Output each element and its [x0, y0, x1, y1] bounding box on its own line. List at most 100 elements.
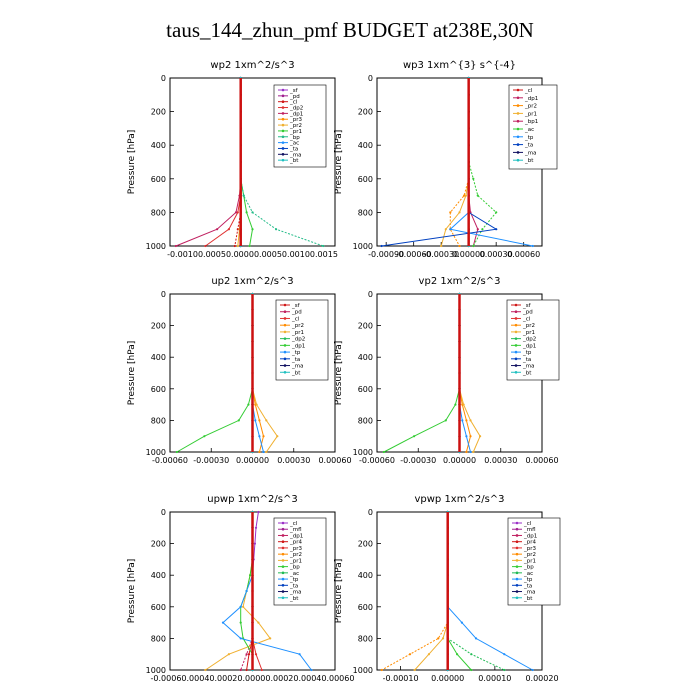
legend-marker — [281, 135, 285, 139]
legend-entry: _sf — [291, 303, 301, 309]
panel-1: wp3 1xm^{3} s^{-4} Pressure [hPa] 0 200 400 6… — [334, 60, 558, 259]
legend-entry: _cl — [523, 521, 532, 527]
legend-marker — [516, 158, 520, 162]
y-tick-label: 200 — [358, 322, 373, 331]
x-tick-label: 0.00000 — [236, 456, 269, 465]
legend-entry: _pr3 — [289, 117, 303, 123]
legend-entry: _bt — [291, 370, 301, 376]
legend-marker — [514, 344, 518, 347]
series-point — [458, 244, 461, 248]
y-tick-label: 800 — [358, 416, 373, 425]
series-point — [245, 211, 248, 214]
legend-marker — [516, 151, 520, 154]
legend-marker — [515, 559, 519, 562]
series-point — [257, 510, 260, 514]
y-tick-label: 1000 — [146, 448, 166, 457]
series-line-pr2 — [381, 512, 449, 671]
y-tick-label: 600 — [358, 175, 373, 184]
series-point — [413, 435, 416, 438]
legend-entry: _cl — [291, 316, 300, 322]
series-point — [276, 435, 279, 438]
series-point — [254, 419, 257, 422]
x-tick-label: -0.00030 — [193, 456, 229, 465]
series-point — [440, 244, 443, 248]
series-point — [247, 653, 251, 656]
legend-marker — [281, 552, 285, 556]
series-point — [253, 542, 256, 545]
legend-entry: _ta — [289, 583, 298, 589]
series-point — [449, 211, 452, 214]
series-point — [242, 605, 245, 608]
series-point — [251, 211, 254, 214]
x-tick-label: 0.00030 — [480, 250, 513, 259]
legend-entry: _bt — [289, 158, 299, 164]
legend-entry: _ta — [524, 143, 533, 149]
series-point — [474, 637, 478, 640]
legend-entry: _pr2 — [291, 323, 304, 329]
series-line-dp1 — [383, 294, 460, 453]
series-point — [203, 435, 206, 438]
legend-marker — [283, 344, 287, 347]
y-tick-label: 200 — [151, 108, 166, 117]
legend-entry: _pr4 — [289, 540, 303, 546]
legend-entry: _pr4 — [523, 540, 537, 546]
legend-marker — [514, 357, 518, 361]
legend-marker — [281, 571, 285, 575]
x-tick-label: -0.00060 — [152, 456, 188, 465]
series-point — [262, 450, 265, 454]
legend-marker — [283, 364, 287, 367]
legend-marker — [515, 596, 519, 600]
series-line-pr3 — [252, 512, 263, 671]
legend-marker — [281, 88, 285, 92]
series-line-pr1 — [205, 512, 271, 671]
series-point — [298, 653, 301, 656]
legend-entry: _bp — [289, 565, 300, 571]
legend-marker — [514, 370, 518, 374]
series-point — [234, 211, 238, 214]
y-tick-label: 800 — [358, 634, 373, 643]
legend-marker — [281, 577, 285, 581]
figure-title: taus_144_zhun_pmf BUDGET at238E,30N — [166, 18, 534, 42]
legend-entry: _pr1 — [522, 330, 535, 336]
y-tick-label: 1000 — [353, 448, 373, 457]
x-tick-label: 0.00030 — [484, 456, 517, 465]
x-tick-label: -0.00030 — [400, 456, 436, 465]
legend-entry: _sf — [522, 303, 532, 309]
panel-title: wp2 1xm^2/s^3 — [210, 60, 294, 71]
legend-marker — [515, 540, 519, 543]
legend-marker — [281, 153, 285, 156]
y-tick-label: 200 — [358, 108, 373, 117]
legend-marker — [283, 303, 287, 307]
series-point — [227, 228, 230, 231]
series-point — [258, 435, 261, 438]
series-point — [237, 419, 240, 422]
legend-marker — [283, 310, 287, 314]
series-point — [470, 668, 473, 672]
y-tick-label: 400 — [358, 141, 373, 150]
y-tick-label: 1000 — [146, 242, 166, 251]
x-tick-label: 0.00060 — [318, 456, 351, 465]
legend-marker — [514, 364, 518, 367]
x-tick-label: -0.00060 — [359, 456, 395, 465]
series-point — [275, 228, 278, 231]
y-tick-label: 1000 — [146, 666, 166, 675]
legend-marker — [515, 565, 519, 568]
legend-marker — [283, 350, 287, 354]
series-point — [472, 450, 475, 454]
series-point — [254, 526, 258, 529]
y-tick-label: 400 — [151, 141, 166, 150]
legend-entry: _dp1 — [524, 96, 538, 102]
legend-entry: _ta — [289, 146, 298, 152]
legend-marker — [516, 135, 520, 139]
legend: _sf_pd_cl_pr2_pr1_dp2_dp1_tp_ta_ma_bt — [506, 299, 560, 381]
series-point — [204, 244, 207, 248]
legend-entry: _bp1 — [524, 119, 538, 125]
series-point — [262, 435, 265, 438]
series-point — [460, 621, 463, 624]
y-tick-label: 800 — [151, 634, 166, 643]
x-tick-label: 0.00060 — [507, 250, 540, 259]
legend-marker — [281, 100, 285, 103]
legend-entry: _cl — [524, 88, 533, 94]
series-line-dp1 — [176, 294, 253, 453]
